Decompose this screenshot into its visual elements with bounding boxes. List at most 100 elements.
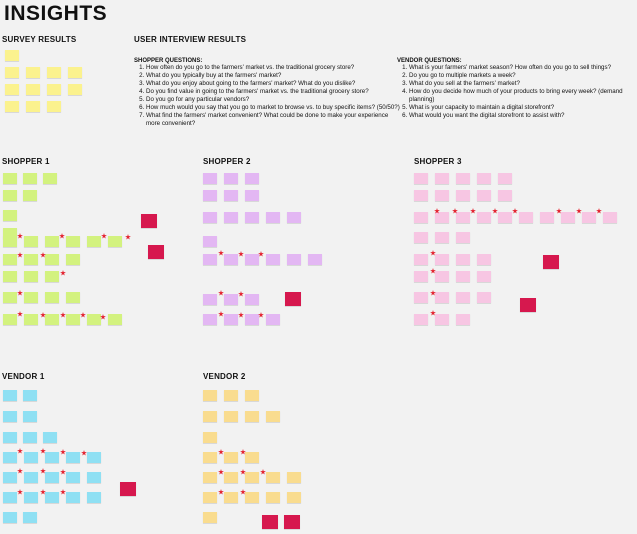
shopper3-note[interactable] — [456, 173, 470, 184]
shopper3-note[interactable] — [435, 173, 449, 184]
shopper3-note[interactable] — [435, 271, 449, 282]
shopper3-note[interactable] — [498, 212, 512, 223]
shopper2-note[interactable] — [203, 212, 217, 223]
shopper3-note[interactable] — [435, 212, 449, 223]
vendor2-note[interactable] — [245, 452, 259, 463]
insight-note[interactable] — [284, 515, 300, 529]
vendor1-note[interactable] — [66, 472, 80, 483]
shopper2-note[interactable] — [266, 212, 280, 223]
shopper1-note[interactable] — [23, 173, 37, 184]
shopper3-note[interactable] — [435, 254, 449, 265]
shopper1-note[interactable] — [87, 236, 101, 247]
shopper1-note[interactable] — [66, 292, 80, 303]
shopper1-note[interactable] — [66, 236, 80, 247]
shopper3-note[interactable] — [477, 173, 491, 184]
vendor2-note[interactable] — [203, 512, 217, 523]
survey-note[interactable] — [5, 101, 19, 112]
shopper1-note[interactable] — [66, 254, 80, 265]
shopper3-note[interactable] — [435, 232, 449, 243]
shopper1-note[interactable] — [3, 190, 17, 201]
shopper2-note[interactable] — [245, 190, 259, 201]
shopper1-note[interactable] — [23, 190, 37, 201]
shopper2-note[interactable] — [203, 314, 217, 325]
insight-note[interactable] — [285, 292, 301, 306]
shopper1-note[interactable] — [3, 292, 17, 303]
shopper2-note[interactable] — [245, 173, 259, 184]
shopper3-note[interactable] — [435, 314, 449, 325]
shopper2-note[interactable] — [203, 236, 217, 247]
shopper2-note[interactable] — [203, 173, 217, 184]
survey-note[interactable] — [26, 101, 40, 112]
shopper1-note[interactable] — [3, 314, 17, 325]
vendor2-note[interactable] — [203, 492, 217, 503]
vendor2-note[interactable] — [266, 472, 280, 483]
shopper3-note[interactable] — [477, 254, 491, 265]
survey-note[interactable] — [47, 67, 61, 78]
survey-note[interactable] — [47, 101, 61, 112]
vendor2-note[interactable] — [245, 390, 259, 401]
shopper1-note[interactable] — [45, 236, 59, 247]
vendor2-note[interactable] — [245, 472, 259, 483]
shopper1-note[interactable] — [87, 314, 101, 325]
shopper2-note[interactable] — [266, 314, 280, 325]
vendor2-note[interactable] — [224, 411, 238, 422]
vendor1-note[interactable] — [66, 452, 80, 463]
insight-note[interactable] — [120, 482, 136, 496]
insight-note[interactable] — [262, 515, 278, 529]
shopper3-note[interactable] — [519, 212, 533, 223]
shopper3-note[interactable] — [456, 212, 470, 223]
shopper3-note[interactable] — [414, 212, 428, 223]
vendor1-note[interactable] — [23, 390, 37, 401]
shopper1-note[interactable] — [24, 236, 38, 247]
shopper1-note[interactable] — [66, 314, 80, 325]
shopper3-note[interactable] — [561, 212, 575, 223]
shopper2-note[interactable] — [308, 254, 322, 265]
shopper2-note[interactable] — [224, 314, 238, 325]
vendor1-note[interactable] — [3, 390, 17, 401]
vendor2-note[interactable] — [203, 411, 217, 422]
shopper3-note[interactable] — [414, 254, 428, 265]
vendor2-note[interactable] — [266, 411, 280, 422]
vendor1-note[interactable] — [3, 452, 17, 463]
shopper3-note[interactable] — [414, 173, 428, 184]
survey-note[interactable] — [26, 67, 40, 78]
shopper2-note[interactable] — [245, 254, 259, 265]
vendor2-note[interactable] — [203, 390, 217, 401]
survey-note[interactable] — [68, 84, 82, 95]
vendor1-note[interactable] — [43, 432, 57, 443]
vendor1-note[interactable] — [23, 512, 37, 523]
vendor2-note[interactable] — [203, 452, 217, 463]
vendor1-note[interactable] — [66, 492, 80, 503]
shopper3-note[interactable] — [498, 173, 512, 184]
shopper1-note[interactable] — [3, 173, 17, 184]
shopper3-note[interactable] — [456, 232, 470, 243]
shopper2-note[interactable] — [287, 254, 301, 265]
shopper1-note[interactable] — [45, 254, 59, 265]
shopper3-note[interactable] — [414, 232, 428, 243]
survey-note[interactable] — [5, 84, 19, 95]
shopper1-note[interactable] — [3, 228, 17, 239]
vendor2-note[interactable] — [224, 390, 238, 401]
shopper2-note[interactable] — [266, 254, 280, 265]
shopper3-note[interactable] — [435, 190, 449, 201]
shopper2-note[interactable] — [224, 173, 238, 184]
shopper3-note[interactable] — [540, 212, 554, 223]
vendor1-note[interactable] — [24, 492, 38, 503]
shopper3-note[interactable] — [498, 190, 512, 201]
shopper3-note[interactable] — [477, 292, 491, 303]
vendor1-note[interactable] — [45, 492, 59, 503]
vendor1-note[interactable] — [3, 492, 17, 503]
shopper2-note[interactable] — [224, 254, 238, 265]
vendor2-note[interactable] — [266, 492, 280, 503]
vendor1-note[interactable] — [24, 472, 38, 483]
shopper1-note[interactable] — [3, 254, 17, 265]
vendor2-note[interactable] — [287, 472, 301, 483]
shopper3-note[interactable] — [477, 212, 491, 223]
shopper1-note[interactable] — [24, 254, 38, 265]
vendor1-note[interactable] — [87, 492, 101, 503]
vendor1-note[interactable] — [24, 452, 38, 463]
shopper2-note[interactable] — [203, 190, 217, 201]
shopper2-note[interactable] — [245, 314, 259, 325]
survey-note[interactable] — [26, 84, 40, 95]
vendor1-note[interactable] — [23, 411, 37, 422]
